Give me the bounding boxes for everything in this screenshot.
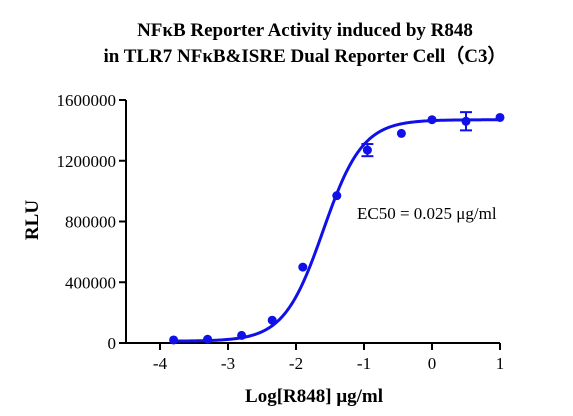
- y-tick-label: 400000: [65, 273, 116, 292]
- data-point: [495, 112, 505, 122]
- data-point: [396, 128, 406, 138]
- data-point: [237, 330, 247, 340]
- x-tick-label: -1: [357, 354, 371, 373]
- x-tick-label: -3: [221, 354, 235, 373]
- x-tick-label: -2: [289, 354, 303, 373]
- y-tick-label: 0: [108, 334, 117, 353]
- x-tick-label: 0: [428, 354, 437, 373]
- y-tick-label: 800000: [65, 213, 116, 232]
- y-axis-title: RLU: [22, 200, 43, 240]
- x-axis-title: Log[R848] μg/ml: [245, 386, 383, 407]
- ec50-annotation: EC50 = 0.025 μg/ml: [357, 204, 497, 223]
- y-tick-label: 1200000: [57, 152, 117, 171]
- x-ticks: -4 -3 -2 -1 0 1: [153, 343, 504, 373]
- y-ticks: 0 400000 800000 1200000 1600000: [57, 91, 126, 353]
- data-point: [461, 116, 471, 126]
- data-point: [169, 335, 179, 345]
- data-point: [362, 145, 372, 155]
- x-tick-label: 1: [496, 354, 505, 373]
- x-tick-label: -4: [153, 354, 168, 373]
- data-point: [332, 191, 342, 201]
- data-points: [169, 112, 505, 345]
- data-point: [298, 262, 308, 272]
- fit-curve: [173, 118, 500, 343]
- chart-title: NFκB Reporter Activity induced by R848: [137, 20, 473, 41]
- data-point: [203, 334, 213, 344]
- chart-subtitle: in TLR7 NFκB&ISRE Dual Reporter Cell（C3）: [103, 44, 506, 67]
- data-point: [427, 115, 437, 125]
- y-tick-label: 1600000: [57, 91, 117, 110]
- data-point: [267, 315, 277, 325]
